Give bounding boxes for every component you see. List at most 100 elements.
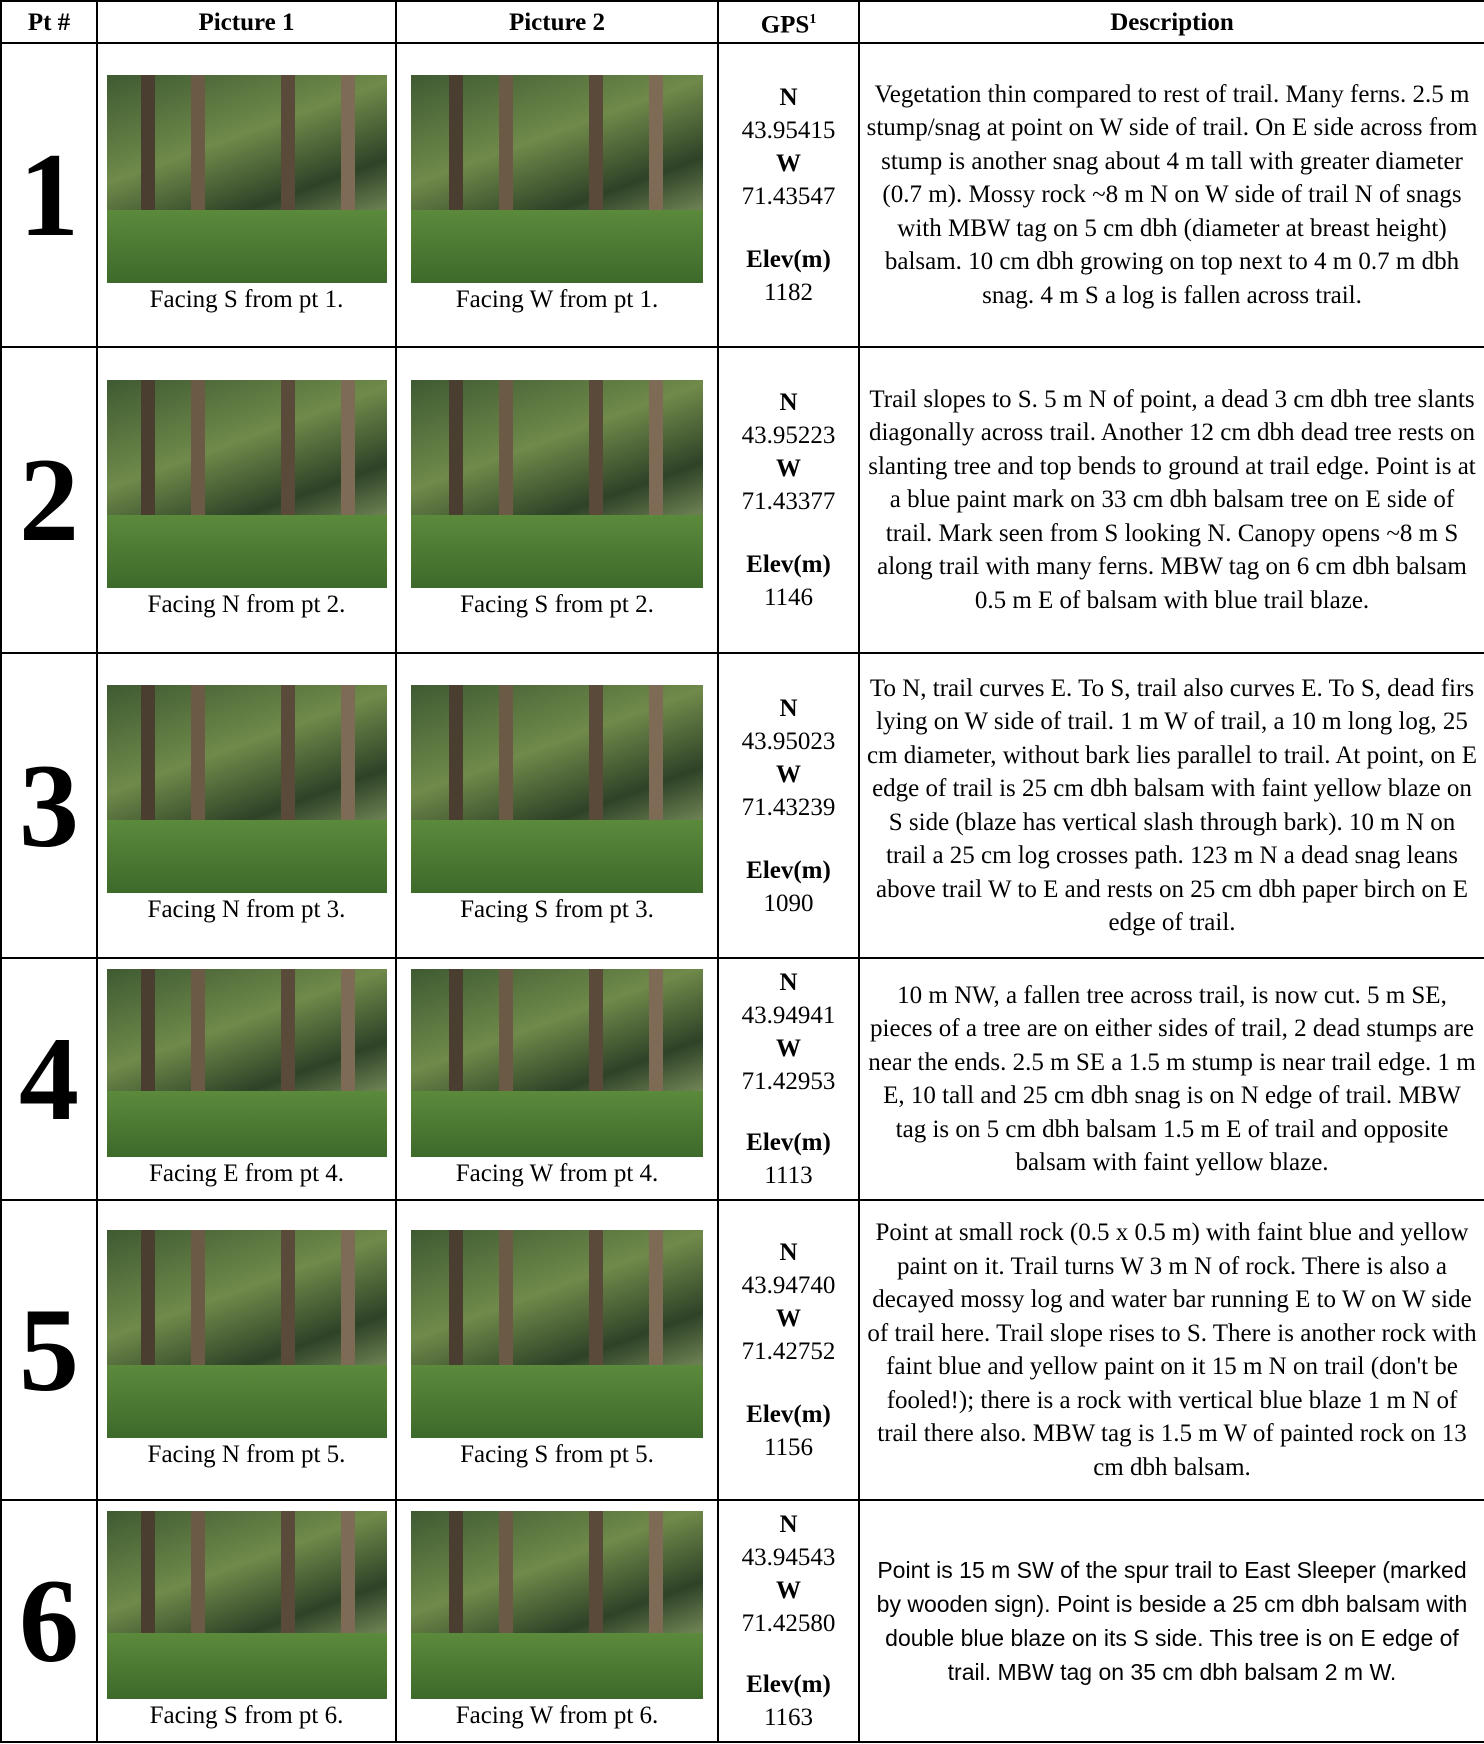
gps-label: W: [723, 1574, 854, 1607]
photo-caption: Facing N from pt 5.: [102, 1438, 391, 1471]
gps-label: N: [723, 966, 854, 999]
header-row: Pt # Picture 1 Picture 2 GPS1 Descriptio…: [1, 1, 1484, 43]
photo-caption: Facing S from pt 5.: [401, 1438, 713, 1471]
gps-label: W: [723, 452, 854, 485]
description: Point is 15 m SW of the spur trail to Ea…: [859, 1500, 1484, 1742]
picture-cell: Facing N from pt 5.: [97, 1200, 396, 1500]
gps-label: Elev(m): [723, 1398, 854, 1431]
page: Pt # Picture 1 Picture 2 GPS1 Descriptio…: [0, 0, 1484, 1744]
photo-caption: Facing W from pt 6.: [401, 1699, 713, 1732]
elevation: 1146: [723, 581, 854, 614]
latitude: 43.95415: [723, 114, 854, 147]
elevation: 1163: [723, 1701, 854, 1734]
picture-cell: Facing S from pt 6.: [97, 1500, 396, 1742]
photo-caption: Facing S from pt 1.: [102, 283, 391, 316]
photo: [107, 1230, 387, 1438]
header-text: GPS: [761, 11, 810, 38]
footnote-mark: 1: [809, 12, 816, 27]
header-cell: GPS1: [718, 1, 859, 43]
elevation: 1090: [723, 887, 854, 920]
description: To N, trail curves E. To S, trail also c…: [859, 653, 1484, 958]
longitude: 71.43547: [723, 180, 854, 213]
spacer: [723, 518, 854, 548]
elevation: 1182: [723, 276, 854, 309]
trail-table: Pt # Picture 1 Picture 2 GPS1 Descriptio…: [0, 0, 1484, 1743]
picture-cell: Facing S from pt 5.: [396, 1200, 718, 1500]
photo-caption: Facing N from pt 3.: [102, 893, 391, 926]
gps-label: Elev(m): [723, 548, 854, 581]
picture-cell: Facing N from pt 3.: [97, 653, 396, 958]
gps-label: N: [723, 81, 854, 114]
header-cell: Pt #: [1, 1, 97, 43]
gps-label: W: [723, 1302, 854, 1335]
description: Trail slopes to S. 5 m N of point, a dea…: [859, 347, 1484, 653]
photo: [411, 1511, 703, 1699]
point-number: 2: [1, 347, 97, 653]
point-number: 3: [1, 653, 97, 958]
longitude: 71.43239: [723, 791, 854, 824]
elevation: 1113: [723, 1159, 854, 1192]
picture-cell: Facing W from pt 6.: [396, 1500, 718, 1742]
photo-caption: Facing S from pt 2.: [401, 588, 713, 621]
point-number: 5: [1, 1200, 97, 1500]
header-cell: Picture 2: [396, 1, 718, 43]
longitude: 71.42752: [723, 1335, 854, 1368]
spacer: [723, 1368, 854, 1398]
photo-caption: Facing W from pt 4.: [401, 1157, 713, 1190]
photo: [107, 1511, 387, 1699]
header-cell: Description: [859, 1, 1484, 43]
photo-caption: Facing S from pt 3.: [401, 893, 713, 926]
point-number: 1: [1, 43, 97, 347]
latitude: 43.95223: [723, 419, 854, 452]
latitude: 43.94941: [723, 999, 854, 1032]
photo-caption: Facing S from pt 6.: [102, 1699, 391, 1732]
gps-label: W: [723, 1032, 854, 1065]
photo: [107, 969, 387, 1157]
spacer: [723, 824, 854, 854]
photo-caption: Facing E from pt 4.: [102, 1157, 391, 1190]
latitude: 43.95023: [723, 725, 854, 758]
photo: [411, 380, 703, 588]
gps-label: W: [723, 147, 854, 180]
description: 10 m NW, a fallen tree across trail, is …: [859, 958, 1484, 1200]
picture-cell: Facing W from pt 1.: [396, 43, 718, 347]
photo-caption: Facing N from pt 2.: [102, 588, 391, 621]
picture-cell: Facing W from pt 4.: [396, 958, 718, 1200]
description: Point at small rock (0.5 x 0.5 m) with f…: [859, 1200, 1484, 1500]
elevation: 1156: [723, 1431, 854, 1464]
photo-caption: Facing W from pt 1.: [401, 283, 713, 316]
header-cell: Picture 1: [97, 1, 396, 43]
spacer: [723, 1098, 854, 1126]
picture-cell: Facing N from pt 2.: [97, 347, 396, 653]
picture-cell: Facing E from pt 4.: [97, 958, 396, 1200]
point-number: 6: [1, 1500, 97, 1742]
point-number: 4: [1, 958, 97, 1200]
latitude: 43.94543: [723, 1541, 854, 1574]
picture-cell: Facing S from pt 3.: [396, 653, 718, 958]
spacer: [723, 213, 854, 243]
gps-label: Elev(m): [723, 1668, 854, 1701]
longitude: 71.42953: [723, 1065, 854, 1098]
photo: [107, 685, 387, 893]
gps-label: Elev(m): [723, 243, 854, 276]
longitude: 71.42580: [723, 1607, 854, 1640]
picture-cell: Facing S from pt 1.: [97, 43, 396, 347]
picture-cell: Facing S from pt 2.: [396, 347, 718, 653]
photo: [107, 75, 387, 283]
gps-label: N: [723, 692, 854, 725]
photo: [411, 969, 703, 1157]
longitude: 71.43377: [723, 485, 854, 518]
